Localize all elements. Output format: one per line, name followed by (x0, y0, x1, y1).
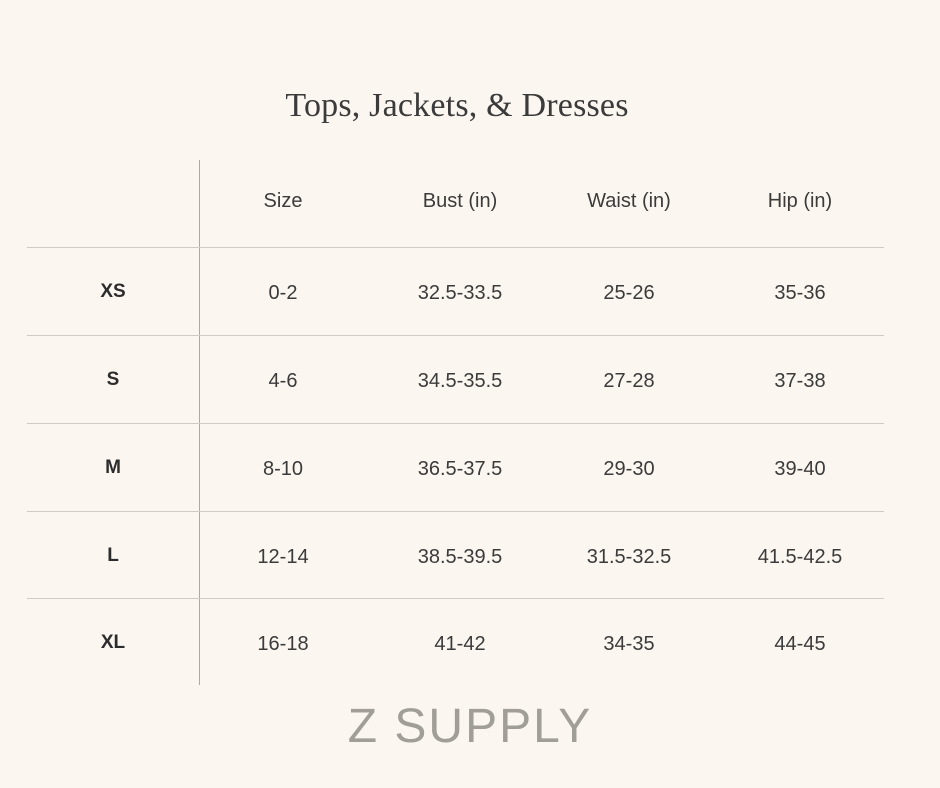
svg-text:Z SUPPLY: Z SUPPLY (348, 701, 593, 753)
